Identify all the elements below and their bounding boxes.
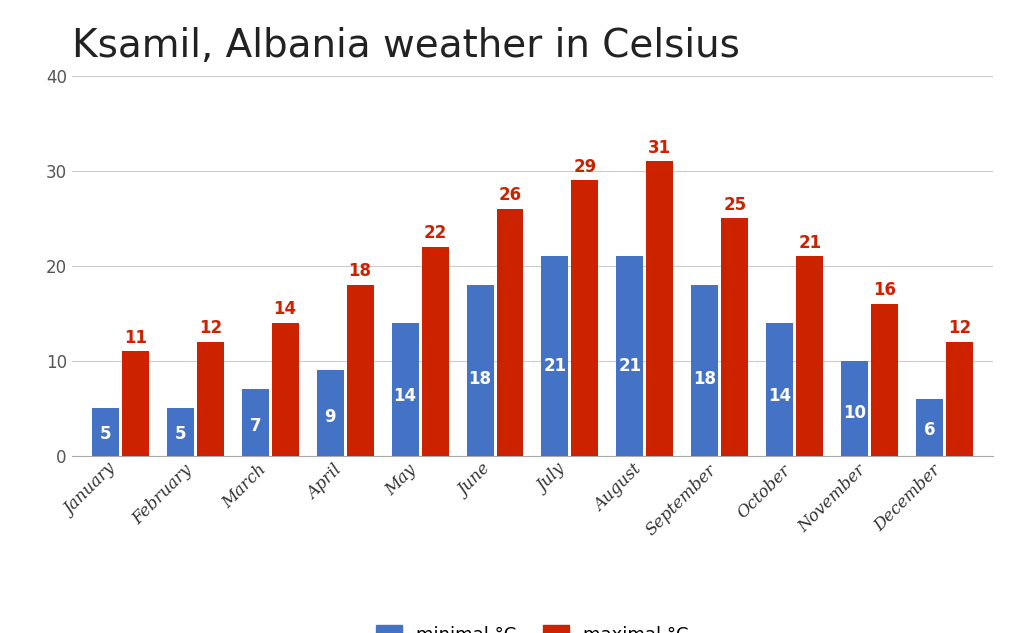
Text: 5: 5 [174,425,186,443]
Text: 18: 18 [469,370,492,388]
Text: 12: 12 [199,319,222,337]
Bar [766,323,794,456]
Bar [271,323,299,456]
Bar [197,342,224,456]
Text: 16: 16 [873,281,896,299]
Bar [542,256,568,456]
Bar [646,161,674,456]
Text: 12: 12 [948,319,971,337]
Text: 10: 10 [843,404,866,422]
Bar [571,180,598,456]
Bar [391,323,419,456]
Text: 6: 6 [924,421,935,439]
Text: 29: 29 [573,158,597,176]
Bar [721,218,749,456]
Text: 14: 14 [273,300,297,318]
Bar [616,256,643,456]
Bar [242,389,268,456]
Text: 25: 25 [723,196,746,214]
Text: 21: 21 [618,357,641,375]
Bar [691,285,718,456]
Bar [167,408,194,456]
Text: 7: 7 [250,417,261,435]
Bar [841,361,868,456]
Bar [797,256,823,456]
Text: 26: 26 [499,186,521,204]
Bar [92,408,119,456]
Text: 18: 18 [348,262,372,280]
Bar [467,285,494,456]
Legend: minimal °C, maximal °C: minimal °C, maximal °C [377,625,688,633]
Bar [422,247,449,456]
Text: 31: 31 [648,139,672,157]
Text: 5: 5 [99,425,112,443]
Text: 11: 11 [124,329,146,347]
Text: 9: 9 [325,408,336,426]
Text: 14: 14 [768,387,792,405]
Bar [916,399,943,456]
Text: 21: 21 [798,234,821,251]
Bar [871,304,898,456]
Text: 21: 21 [544,357,566,375]
Text: 14: 14 [393,387,417,405]
Text: 18: 18 [693,370,717,388]
Bar [316,370,344,456]
Text: 22: 22 [424,224,446,242]
Bar [946,342,973,456]
Bar [347,285,374,456]
Bar [497,209,523,456]
Bar [122,351,148,456]
Text: Ksamil, Albania weather in Celsius: Ksamil, Albania weather in Celsius [72,27,739,65]
